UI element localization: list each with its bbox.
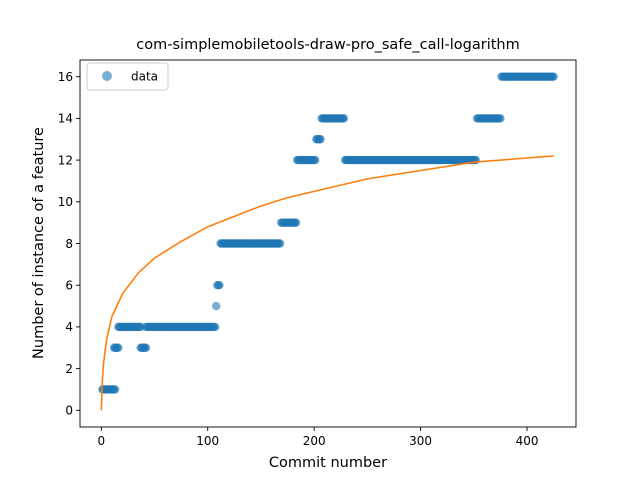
y-tick-label: 4 — [65, 320, 73, 334]
data-point — [311, 155, 320, 165]
legend-box — [86, 62, 169, 91]
data-point — [215, 281, 224, 290]
data-point — [110, 385, 120, 394]
data-point — [339, 114, 349, 123]
x-tick-label: 300 — [409, 434, 432, 448]
y-axis-label: Number of instance of a feature — [31, 127, 47, 359]
x-axis-label: Commit number — [269, 455, 387, 471]
data-point — [210, 322, 220, 332]
x-tick-label: 0 — [97, 434, 105, 448]
data-point — [496, 114, 505, 123]
data-point — [549, 72, 558, 81]
data-point — [141, 343, 151, 352]
data-point — [212, 301, 221, 311]
y-tick-label: 2 — [65, 362, 73, 376]
y-tick-label: 6 — [65, 279, 73, 293]
fit-curve — [100, 155, 554, 411]
y-tick-label: 10 — [58, 195, 73, 209]
y-tick-label: 0 — [65, 404, 73, 418]
legend-label-data: data — [131, 70, 158, 84]
y-tick-label: 12 — [58, 153, 73, 167]
chart-title: com-simplemobiletools-draw-pro_safe_call… — [136, 37, 519, 53]
data-point — [291, 218, 301, 227]
data-point — [316, 135, 325, 144]
y-tick-label: 8 — [65, 237, 73, 251]
data-points — [98, 72, 558, 394]
legend-marker-data — [102, 71, 112, 81]
x-tick-label: 400 — [516, 434, 539, 448]
fit-curve-layer — [100, 155, 554, 411]
data-point — [275, 239, 285, 248]
y-tick-label: 16 — [58, 70, 73, 84]
x-tick-label: 200 — [303, 434, 326, 448]
legend: data — [86, 62, 169, 91]
axes: 0 100 200 300 400 0 2 4 6 8 10 12 14 16 — [58, 59, 577, 448]
x-tick-label: 100 — [196, 434, 219, 448]
data-point — [114, 343, 123, 352]
y-tick-label: 14 — [58, 112, 73, 126]
